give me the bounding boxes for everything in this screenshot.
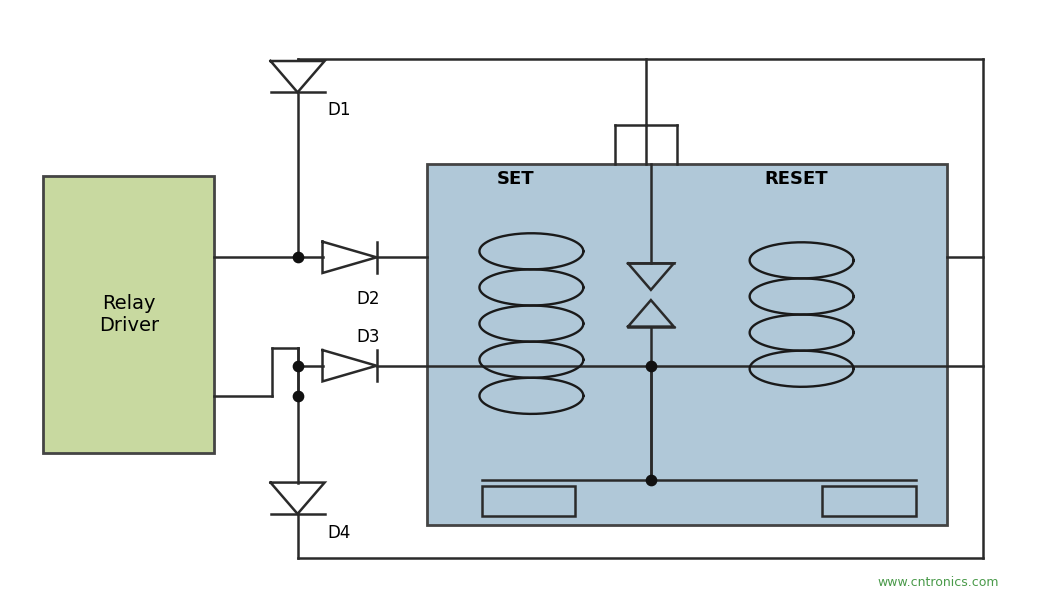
Text: D2: D2 [356,290,380,309]
Text: Relay
Driver: Relay Driver [99,294,158,335]
Point [643,476,660,485]
Bar [481,486,575,516]
Point [290,252,306,262]
Bar [43,176,215,453]
Bar [427,164,947,525]
Point [290,391,306,401]
Text: D1: D1 [327,101,351,119]
Text: www.cntronics.com: www.cntronics.com [877,575,999,589]
Point [643,361,660,371]
Text: RESET: RESET [765,170,828,188]
Text: D4: D4 [327,524,351,542]
Text: D3: D3 [356,328,380,346]
Bar [822,486,916,516]
Text: SET: SET [497,170,535,188]
Point [290,361,306,371]
